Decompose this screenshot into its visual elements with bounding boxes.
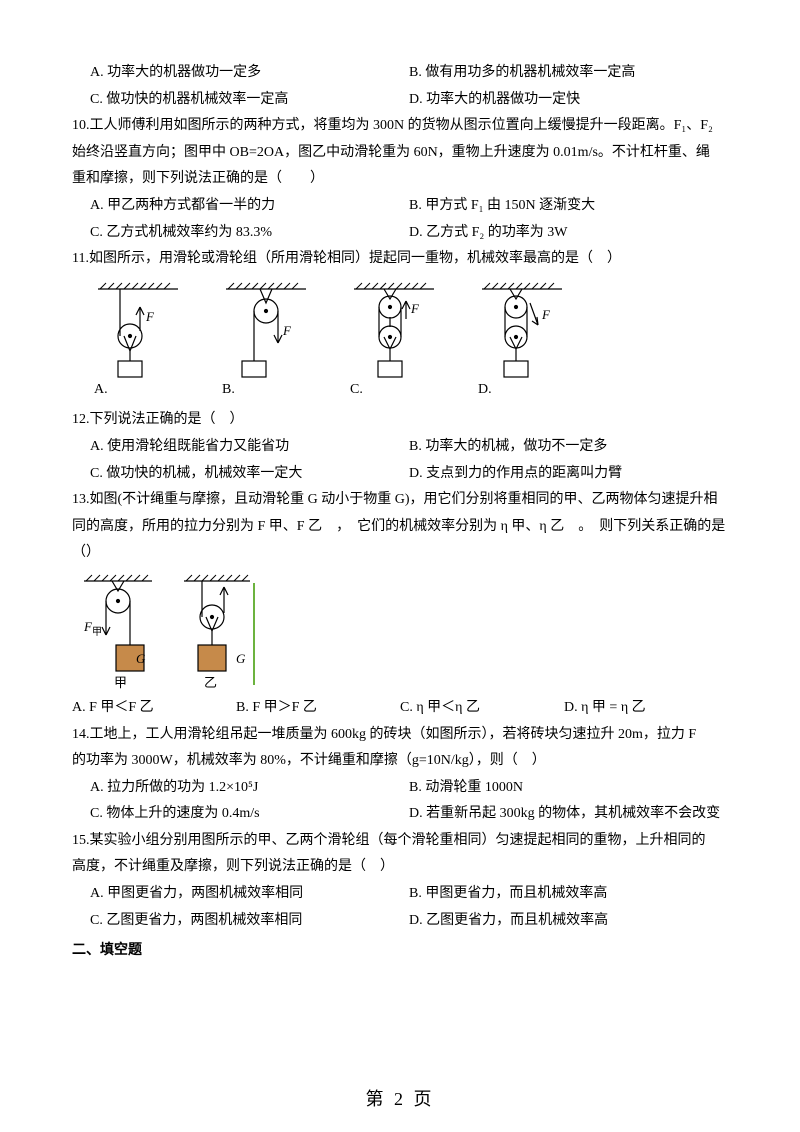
q12-opt-c: C. 做功快的机械，机械效率一定大 xyxy=(90,461,409,488)
q10-opt-d: D. 乙方式 F₂ 的功率为 3W xyxy=(409,220,728,247)
q10-opt-b: B. 甲方式 F₁ 由 150N 逐渐变大 xyxy=(409,193,728,220)
q10-opt-a: A. 甲乙两种方式都省一半的力 xyxy=(90,193,409,220)
q15-row1: A. 甲图更省力，两图机械效率相同 B. 甲图更省力，而且机械效率高 xyxy=(72,881,728,908)
page-number: 第 2 页 xyxy=(0,1082,800,1116)
q9-opt-a: A. 功率大的机器做功一定多 xyxy=(90,60,409,87)
q15-opt-b: B. 甲图更省力，而且机械效率高 xyxy=(409,881,728,908)
q14-opt-b: B. 动滑轮重 1000N xyxy=(409,775,728,802)
q10-row1: A. 甲乙两种方式都省一半的力 B. 甲方式 F₁ 由 150N 逐渐变大 xyxy=(72,193,728,220)
q9-options-row1: A. 功率大的机器做功一定多 B. 做有用功多的机器机械效率一定高 xyxy=(72,60,728,87)
q13-opt-c: C. η 甲＜η 乙 xyxy=(400,695,564,722)
svg-text:F: F xyxy=(145,309,155,324)
q11-fig-b: F B. xyxy=(216,281,316,404)
q12-row1: A. 使用滑轮组既能省力又能省功 B. 功率大的机械，做功不一定多 xyxy=(72,434,728,461)
svg-text:乙: 乙 xyxy=(204,675,217,690)
q11-label-d: D. xyxy=(478,377,492,404)
q15-opt-a: A. 甲图更省力，两图机械效率相同 xyxy=(90,881,409,908)
q12-opt-a: A. 使用滑轮组既能省力又能省功 xyxy=(90,434,409,461)
pulley-c-icon: F xyxy=(344,281,444,381)
svg-text:G: G xyxy=(136,651,146,666)
q13-options: A. F 甲＜F 乙 B. F 甲＞F 乙 C. η 甲＜η 乙 D. η 甲 … xyxy=(72,695,728,722)
q14-opt-a: A. 拉力所做的功为 1.2×10⁵J xyxy=(90,775,409,802)
svg-text:F: F xyxy=(410,301,420,316)
q15-opt-d: D. 乙图更省力，而且机械效率高 xyxy=(409,908,728,935)
q9-options-row2: C. 做功快的机器机械效率一定高 D. 功率大的机器做功一定快 xyxy=(72,87,728,114)
q12-opt-d: D. 支点到力的作用点的距离叫力臂 xyxy=(409,461,728,488)
q11-figures: F A. F xyxy=(88,281,728,404)
q10-row2: C. 乙方式机械效率约为 83.3% D. 乙方式 F₂ 的功率为 3W xyxy=(72,220,728,247)
pulley-d-icon: F xyxy=(472,281,572,381)
q15-stem1: 15.某实验小组分别用图所示的甲、乙两个滑轮组（每个滑轮重相同）匀速提起相同的重… xyxy=(72,828,728,855)
q13-stem1: 13.如图(不计绳重与摩擦，且动滑轮重 G 动小于物重 G)，用它们分别将重相同… xyxy=(72,487,728,514)
q11-fig-a: F A. xyxy=(88,281,188,404)
q15-row2: C. 乙图更省力，两图机械效率相同 D. 乙图更省力，而且机械效率高 xyxy=(72,908,728,935)
q11-fig-c: F C. xyxy=(344,281,444,404)
q13-fig-a-icon: F 甲 G 甲 xyxy=(78,573,158,693)
q9-opt-d: D. 功率大的机器做功一定快 xyxy=(409,87,728,114)
q13-stem3: （） xyxy=(72,540,728,567)
q9-opt-b: B. 做有用功多的机器机械效率一定高 xyxy=(409,60,728,87)
svg-text:F: F xyxy=(282,323,292,338)
q10-stem1: 10.工人师傅利用如图所示的两种方式，将重均为 300N 的货物从图示位置向上缓… xyxy=(72,113,728,140)
section-2-header: 二、填空题 xyxy=(72,938,728,965)
q12-stem: 12.下列说法正确的是（ ） xyxy=(72,407,728,434)
q11-label-c: C. xyxy=(350,377,363,404)
q13-opt-d: D. η 甲 = η 乙 xyxy=(564,695,728,722)
q14-row1: A. 拉力所做的功为 1.2×10⁵J B. 动滑轮重 1000N xyxy=(72,775,728,802)
svg-text:F: F xyxy=(541,307,551,322)
q15-stem2: 高度，不计绳重及摩擦，则下列说法正确的是（ ） xyxy=(72,854,728,881)
q11-label-b: B. xyxy=(222,377,235,404)
q13-opt-a: A. F 甲＜F 乙 xyxy=(72,695,236,722)
svg-text:G: G xyxy=(236,651,246,666)
svg-text:甲: 甲 xyxy=(114,675,127,690)
q15-opt-c: C. 乙图更省力，两图机械效率相同 xyxy=(90,908,409,935)
pulley-b-icon: F xyxy=(216,281,316,381)
q12-opt-b: B. 功率大的机械，做功不一定多 xyxy=(409,434,728,461)
q10-stem2: 始终沿竖直方向；图甲中 OB=2OA，图乙中动滑轮重为 60N，重物上升速度为 … xyxy=(72,140,728,167)
q10-stem3: 重和摩擦，则下列说法正确的是（ ） xyxy=(72,166,728,193)
q14-opt-d: D. 若重新吊起 300kg 的物体，其机械效率不会改变 xyxy=(409,801,728,828)
q11-fig-d: F D. xyxy=(472,281,572,404)
q10-opt-c: C. 乙方式机械效率约为 83.3% xyxy=(90,220,409,247)
q11-label-a: A. xyxy=(94,377,108,404)
q11-stem: 11.如图所示，用滑轮或滑轮组（所用滑轮相同）提起同一重物，机械效率最高的是（ … xyxy=(72,246,728,273)
svg-text:甲: 甲 xyxy=(92,627,102,638)
q13-fig-b-icon: G 乙 xyxy=(178,573,264,693)
q14-opt-c: C. 物体上升的速度为 0.4m/s xyxy=(90,801,409,828)
q13-figures: F 甲 G 甲 G 乙 xyxy=(78,573,728,693)
q13-opt-b: B. F 甲＞F 乙 xyxy=(236,695,400,722)
pulley-a-icon: F xyxy=(88,281,188,381)
q14-row2: C. 物体上升的速度为 0.4m/s D. 若重新吊起 300kg 的物体，其机… xyxy=(72,801,728,828)
q14-stem2: 的功率为 3000W，机械效率为 80%，不计绳重和摩擦（g=10N/kg），则… xyxy=(72,748,728,775)
q13-stem2: 同的高度，所用的拉力分别为 F 甲、F 乙 ， 它们的机械效率分别为 η 甲、η… xyxy=(72,514,728,541)
q14-stem1: 14.工地上，工人用滑轮组吊起一堆质量为 600kg 的砖块（如图所示），若将砖… xyxy=(72,722,728,749)
q12-row2: C. 做功快的机械，机械效率一定大 D. 支点到力的作用点的距离叫力臂 xyxy=(72,461,728,488)
q9-opt-c: C. 做功快的机器机械效率一定高 xyxy=(90,87,409,114)
